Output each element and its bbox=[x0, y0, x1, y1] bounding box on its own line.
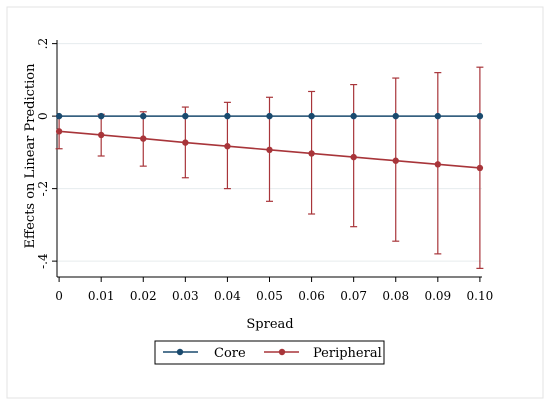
x-tick-label: 0.05 bbox=[256, 289, 283, 303]
peripheral-point bbox=[266, 146, 273, 154]
y-tick-label: .2 bbox=[36, 38, 50, 49]
core-point bbox=[97, 112, 105, 120]
core-point bbox=[140, 112, 147, 120]
core-point bbox=[224, 112, 231, 120]
core-point bbox=[434, 112, 442, 120]
peripheral-point bbox=[224, 143, 231, 150]
core-point bbox=[308, 112, 315, 120]
axes: -.4 -.2 0 .2 0 0.01 0.02 0.03 0.04 0.05 0.06 0.07 0.… bbox=[36, 38, 493, 303]
x-tick-label: 0.04 bbox=[214, 289, 241, 303]
peripheral-point bbox=[97, 131, 105, 139]
legend-core-marker bbox=[176, 348, 184, 356]
legend: Core Peripheral bbox=[154, 340, 385, 365]
core-point bbox=[266, 112, 273, 120]
peripheral-point bbox=[476, 164, 484, 172]
core-point bbox=[55, 112, 63, 120]
y-axis-label: Effects on Linear Prediction bbox=[23, 63, 38, 249]
peripheral-point bbox=[350, 153, 357, 161]
series bbox=[55, 66, 484, 269]
y-tick-label: -.4 bbox=[36, 253, 50, 269]
x-tick-label: 0.06 bbox=[298, 289, 325, 303]
peripheral-point bbox=[140, 135, 147, 142]
x-tick-label: 0.01 bbox=[88, 289, 115, 303]
x-tick-label: 0 bbox=[55, 289, 63, 303]
core-point bbox=[392, 112, 399, 120]
peripheral-point bbox=[308, 150, 315, 157]
core-point bbox=[182, 112, 189, 120]
x-tick-label: 0.08 bbox=[382, 289, 409, 303]
outer-border bbox=[6, 6, 544, 399]
x-tick-label: 0.03 bbox=[172, 289, 199, 303]
y-tick-label: 0 bbox=[36, 112, 50, 120]
y-tick-label: -.2 bbox=[36, 181, 50, 197]
legend-peripheral-marker bbox=[278, 348, 286, 356]
legend-item-core: Core bbox=[163, 346, 246, 361]
peripheral-point bbox=[434, 161, 442, 168]
x-tick-label: 0.10 bbox=[467, 289, 494, 303]
x-tick-label: 0.07 bbox=[340, 289, 367, 303]
peripheral-point bbox=[182, 139, 189, 146]
legend-core-label: Core bbox=[214, 346, 246, 361]
x-tick-label: 0.02 bbox=[130, 289, 157, 303]
core-point bbox=[350, 112, 357, 120]
legend-peripheral-label: Peripheral bbox=[313, 346, 382, 361]
core-point bbox=[476, 112, 484, 120]
x-axis-label: Spread bbox=[246, 317, 293, 332]
x-tick-label: 0.09 bbox=[424, 289, 451, 303]
peripheral-point bbox=[55, 128, 63, 135]
peripheral-point bbox=[392, 157, 399, 164]
legend-item-peripheral: Peripheral bbox=[264, 346, 382, 361]
